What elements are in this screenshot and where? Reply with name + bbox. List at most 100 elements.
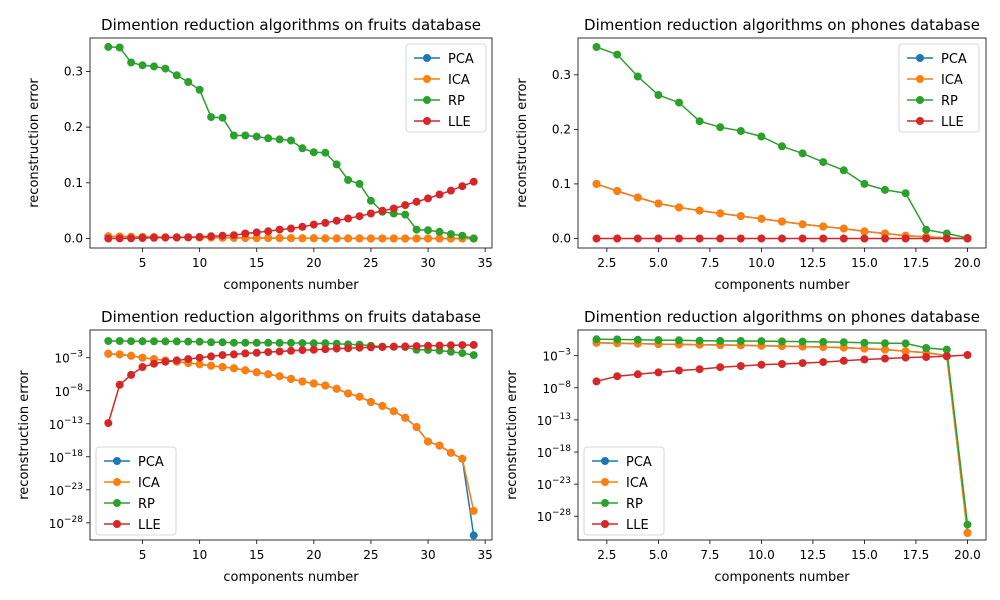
data-point-ica	[901, 347, 910, 356]
legend-label-pca: PCA	[448, 52, 474, 67]
legend-label-rp: RP	[448, 94, 465, 109]
data-point-ica	[592, 179, 601, 188]
data-point-lle	[424, 341, 432, 350]
series-lle	[592, 351, 972, 386]
legend-label-ica: ICA	[448, 73, 470, 88]
legend-label-rp: RP	[626, 497, 643, 512]
data-point-ica	[309, 379, 318, 388]
data-point-lle	[798, 234, 807, 243]
x-axis-label: components number	[714, 570, 850, 585]
data-point-rp	[942, 345, 951, 354]
axes-frame	[577, 329, 987, 541]
data-point-lle	[435, 341, 444, 350]
data-point-rp	[412, 225, 421, 234]
data-point-ica	[458, 454, 467, 463]
x-tick-label: 30	[420, 548, 435, 562]
data-point-lle	[654, 368, 663, 377]
x-tick-label: 10	[192, 256, 207, 270]
data-point-lle	[819, 358, 828, 367]
data-point-lle	[757, 234, 766, 243]
y-axis-label: reconstruction error	[505, 370, 520, 500]
data-point-ica	[389, 407, 398, 416]
data-point-ica	[412, 423, 421, 432]
y-tick-label: 0.2	[64, 120, 83, 134]
data-point-lle	[321, 218, 330, 227]
y-tick-label: 10−3	[54, 350, 83, 366]
data-point-ica	[332, 234, 341, 243]
data-point-lle	[716, 363, 725, 372]
data-point-lle	[839, 356, 848, 365]
data-point-rp	[778, 337, 786, 346]
data-point-lle	[138, 363, 147, 371]
data-point-ica	[195, 360, 204, 369]
data-point-rp	[366, 196, 375, 205]
y-tick-label: 10−28	[49, 515, 84, 531]
data-point-lle	[207, 232, 216, 241]
data-point-lle	[424, 194, 432, 203]
data-point-ica	[287, 374, 295, 383]
data-point-rp	[264, 134, 273, 143]
axes-frame	[89, 37, 493, 249]
axes-frame	[89, 329, 493, 541]
data-point-rp	[298, 339, 307, 348]
data-point-rp	[355, 179, 364, 188]
data-point-lle	[675, 234, 683, 243]
data-point-lle	[161, 357, 170, 366]
data-point-lle	[378, 343, 387, 351]
data-point-lle	[860, 234, 869, 243]
legend-label-ica: ICA	[138, 476, 160, 491]
x-tick-label: 15	[249, 256, 264, 270]
x-axis-label: components number	[223, 570, 359, 585]
data-point-ica	[757, 214, 766, 223]
x-tick-label: 20.0	[954, 256, 981, 270]
data-point-lle	[344, 344, 353, 353]
y-axis-label: reconstruction error	[27, 78, 42, 208]
data-point-ica	[264, 370, 273, 379]
data-point-rp	[819, 337, 828, 346]
data-point-lle	[757, 360, 766, 369]
data-point-rp	[675, 336, 683, 345]
data-point-rp	[446, 230, 455, 239]
data-point-lle	[184, 233, 193, 242]
x-tick-label: 25	[363, 256, 378, 270]
data-point-rp	[716, 123, 725, 132]
data-point-ica	[298, 234, 307, 243]
data-point-lle	[287, 346, 295, 355]
data-point-lle	[592, 377, 601, 386]
data-point-rp	[654, 336, 663, 345]
data-point-lle	[161, 233, 170, 242]
legend-frame	[405, 43, 487, 133]
x-tick-label: 10	[192, 548, 207, 562]
x-tick-label: 5	[139, 548, 147, 562]
data-point-ica	[344, 389, 353, 398]
data-point-lle	[798, 359, 807, 368]
data-point-lle	[252, 348, 261, 357]
data-point-lle	[150, 359, 158, 368]
legend-marker-ica	[916, 75, 924, 83]
data-point-lle	[446, 186, 455, 195]
data-point-ica	[654, 199, 663, 208]
series-line-ica	[596, 183, 968, 240]
data-point-lle	[115, 234, 124, 243]
data-point-lle	[412, 197, 421, 206]
data-point-lle	[389, 204, 398, 213]
x-tick-label: 20	[306, 548, 321, 562]
data-point-lle	[736, 234, 745, 243]
data-point-ica	[287, 234, 295, 243]
data-point-rp	[344, 176, 353, 184]
data-point-rp	[229, 338, 238, 347]
data-point-rp	[695, 117, 704, 126]
data-point-ica	[264, 234, 273, 243]
data-point-ica	[716, 209, 725, 218]
series-rp	[592, 43, 972, 242]
data-point-rp	[275, 135, 284, 144]
legend-label-pca: PCA	[941, 52, 967, 67]
legend-frame	[583, 446, 665, 536]
data-point-lle	[401, 342, 410, 351]
x-tick-label: 15	[249, 548, 264, 562]
x-tick-label: 5	[139, 256, 147, 270]
data-point-lle	[401, 201, 410, 210]
data-point-rp	[127, 58, 136, 67]
y-axis-label: reconstruction error	[17, 370, 32, 500]
chart-title: Dimention reduction algorithms on phones…	[584, 308, 980, 326]
